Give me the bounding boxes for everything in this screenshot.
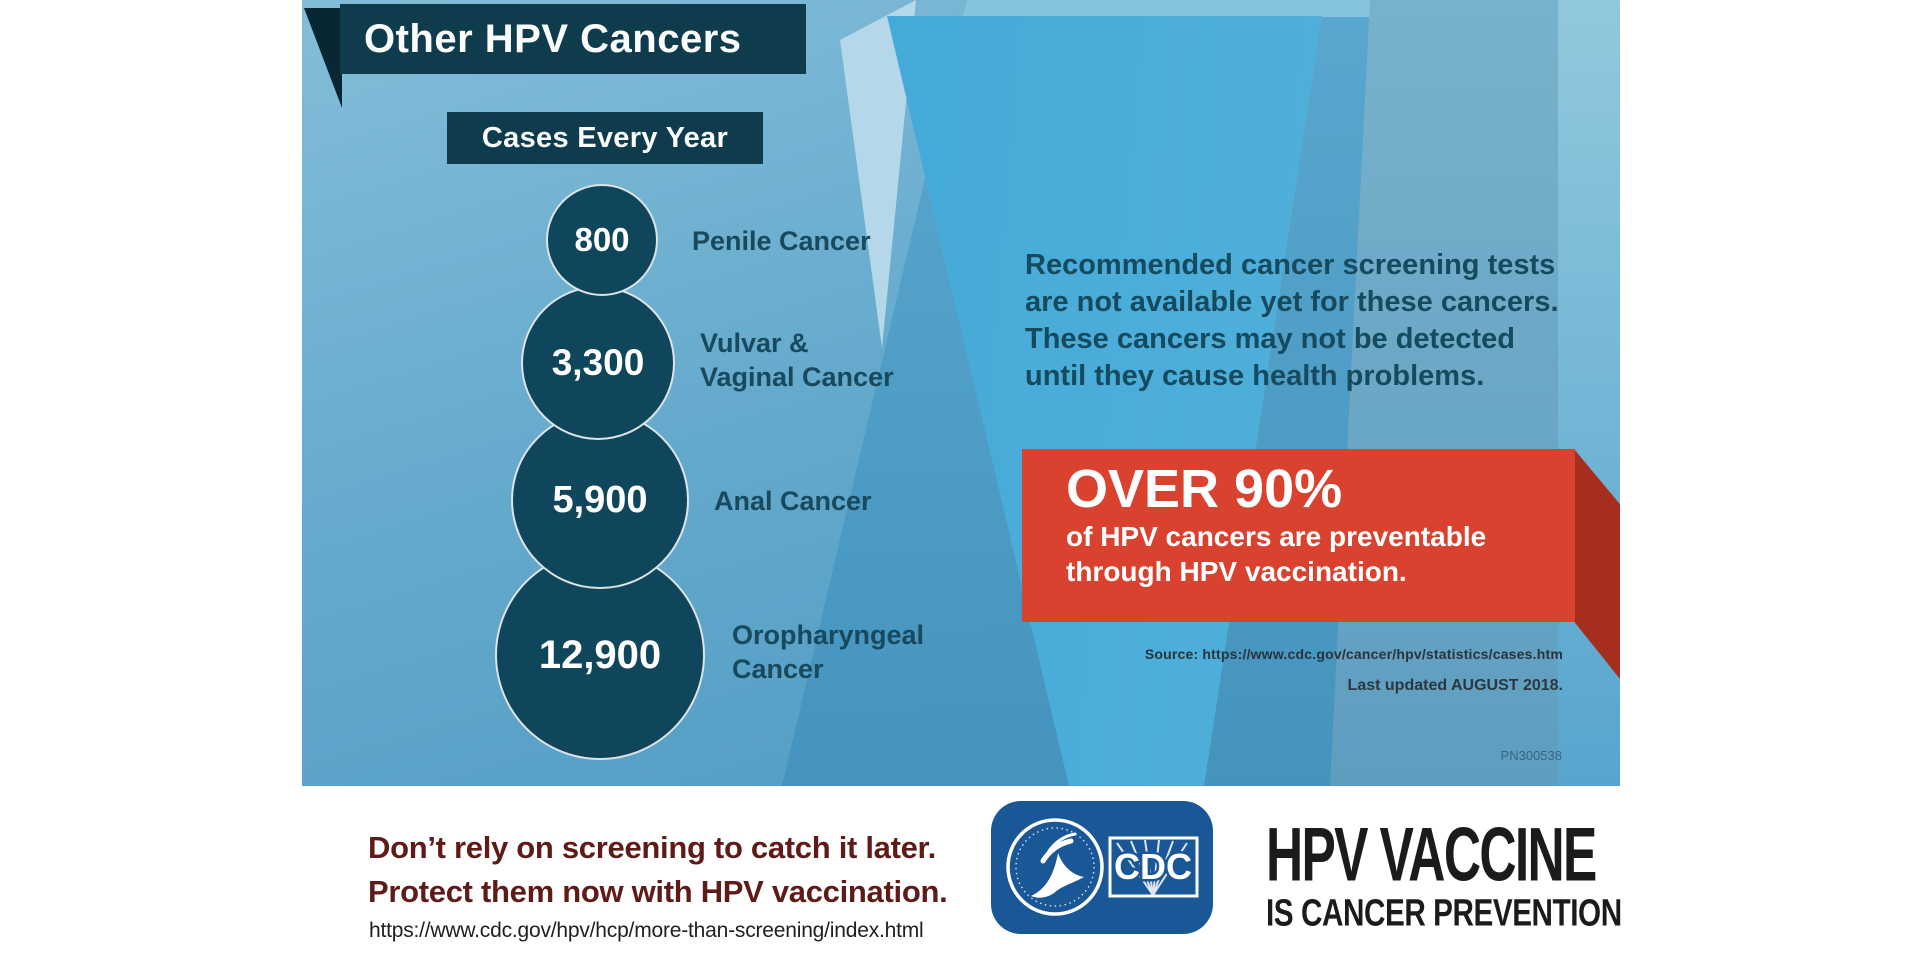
title-banner: Other HPV Cancers — [340, 4, 806, 74]
chart-title: Cases Every Year — [481, 121, 729, 154]
bubble-vulvar-vaginal-cancer: 3,300 — [521, 286, 675, 440]
note-line: Recommended cancer screening tests — [1025, 249, 1556, 281]
last-updated: Last updated AUGUST 2018. — [1347, 677, 1563, 694]
footer-message: Don’t rely on screening to catch it late… — [368, 826, 948, 914]
bubble-label-oropharyngeal: Oropharyngeal Cancer — [732, 618, 924, 686]
bubble-value: 5,900 — [552, 478, 648, 521]
cdc-letters-box: CDC — [1108, 836, 1199, 898]
label-line: Vulvar & — [700, 328, 809, 358]
bubble-value: 12,900 — [538, 632, 662, 677]
bubble-anal-cancer: 5,900 — [511, 411, 689, 589]
callout-line: through HPV vaccination. — [1066, 556, 1407, 587]
bubble-penile-cancer: 800 — [546, 184, 658, 296]
page-title: Other HPV Cancers — [364, 16, 742, 61]
bubble-value: 3,300 — [551, 342, 645, 383]
screening-note: Recommended cancer screening tests are n… — [1025, 247, 1605, 395]
note-line: These cancers may not be detected — [1025, 323, 1515, 355]
note-line: until they cause health problems. — [1025, 360, 1485, 392]
label-line: Oropharyngeal — [732, 620, 925, 650]
infographic-poster: Other HPV Cancers Cases Every Year 800 3… — [302, 0, 1620, 786]
hhs-eagle-icon — [1006, 818, 1104, 916]
label-line: Vaginal Cancer — [700, 362, 894, 392]
prevention-callout: OVER 90% of HPV cancers are preventable … — [1022, 449, 1575, 622]
footer-url: https://www.cdc.gov/hpv/hcp/more-than-sc… — [369, 919, 924, 942]
cdc-logo: CDC — [991, 801, 1213, 934]
label-line: Penile Cancer — [692, 226, 871, 256]
label-line: Anal Cancer — [714, 486, 872, 516]
callout-line: of HPV cancers are preventable — [1066, 521, 1487, 552]
tagline-line2: IS CANCER PREVENTION — [1266, 891, 1622, 934]
callout-headline: OVER 90% — [1066, 459, 1343, 519]
label-line: Cancer — [732, 654, 824, 684]
tagline-line1: HPV VACCINE — [1266, 813, 1597, 898]
cdc-logo-graphic: CDC — [1006, 818, 1199, 916]
bubble-label-anal: Anal Cancer — [714, 484, 872, 518]
footer-message-line: Don’t rely on screening to catch it late… — [368, 830, 936, 865]
bubble-value: 800 — [574, 221, 630, 258]
note-line: are not available yet for these cancers. — [1025, 286, 1559, 318]
source-citation: Source: https://www.cdc.gov/cancer/hpv/s… — [1144, 646, 1563, 662]
bubble-label-vulvar-vaginal: Vulvar & Vaginal Cancer — [700, 326, 894, 394]
bubble-label-penile: Penile Cancer — [692, 224, 871, 258]
cdc-letters: CDC — [1114, 846, 1192, 887]
subtitle-banner: Cases Every Year — [447, 112, 763, 164]
bg-right-panel — [1330, 0, 1558, 786]
footer-message-line: Protect them now with HPV vaccination. — [368, 874, 948, 909]
publication-number: PN300538 — [1500, 748, 1562, 763]
